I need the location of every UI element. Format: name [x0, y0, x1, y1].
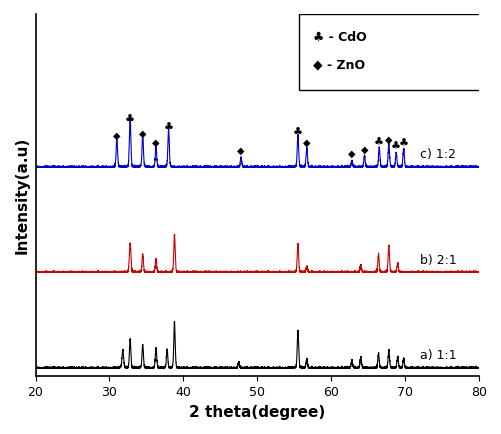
Text: ♣: ♣ [125, 115, 135, 125]
Text: ◆: ◆ [360, 144, 367, 154]
Text: ♣: ♣ [373, 138, 383, 148]
Text: ◆: ◆ [347, 148, 355, 158]
Text: ◆: ◆ [237, 146, 244, 156]
Text: ♣: ♣ [293, 128, 302, 138]
Y-axis label: Intensity(a.u): Intensity(a.u) [15, 137, 30, 254]
Text: ♣ - CdO: ♣ - CdO [312, 31, 366, 44]
X-axis label: 2 theta(degree): 2 theta(degree) [189, 404, 325, 419]
Text: ◆: ◆ [303, 138, 310, 148]
Text: ◆: ◆ [384, 135, 392, 145]
Text: c) 1:2: c) 1:2 [419, 148, 455, 161]
Text: ♣: ♣ [390, 142, 400, 152]
Text: b) 2:1: b) 2:1 [419, 253, 456, 266]
Text: ♣: ♣ [398, 139, 408, 149]
FancyBboxPatch shape [299, 15, 482, 91]
Text: ♣: ♣ [163, 123, 173, 133]
Text: ◆: ◆ [139, 128, 146, 138]
Text: ◆ - ZnO: ◆ - ZnO [312, 58, 364, 71]
Text: ◆: ◆ [113, 131, 120, 141]
Text: a) 1:1: a) 1:1 [419, 349, 455, 362]
Text: ◆: ◆ [152, 138, 159, 148]
